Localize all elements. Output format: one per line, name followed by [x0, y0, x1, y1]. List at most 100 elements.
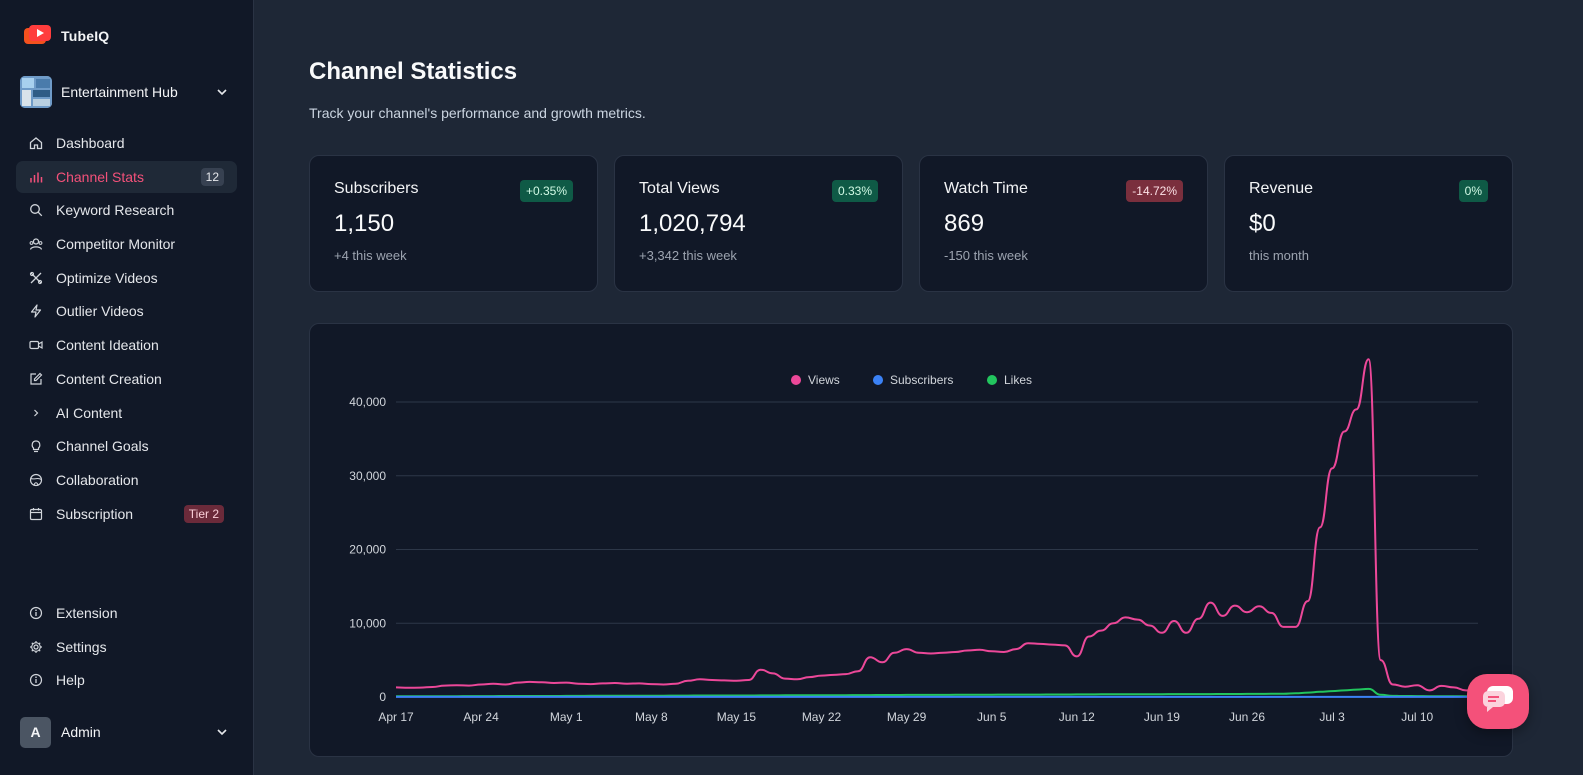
y-tick-label: 10,000: [349, 616, 386, 630]
x-tick-label: May 22: [802, 710, 842, 724]
stat-card-subscribers: Subscribers +0.35% 1,150 +4 this week: [309, 155, 598, 292]
zap-icon: [28, 303, 44, 319]
legend-marker-subscribers: [873, 375, 883, 385]
sidebar-item-extension[interactable]: Extension: [16, 597, 237, 629]
stat-delta: +3,342 this week: [639, 248, 737, 263]
sidebar-item-optimize-videos[interactable]: Optimize Videos: [16, 262, 237, 294]
sidebar-item-subscription[interactable]: Subscription Tier 2: [16, 498, 237, 530]
y-tick-label: 20,000: [349, 543, 386, 557]
sidebar-item-keyword-research[interactable]: Keyword Research: [16, 194, 237, 226]
sidebar-item-dashboard[interactable]: Dashboard: [16, 127, 237, 159]
series-line-likes: [396, 687, 1479, 698]
calendar-icon: [28, 506, 44, 522]
stat-label: Watch Time: [944, 180, 1028, 197]
sidebar-item-ai-content[interactable]: AI Content: [16, 397, 237, 429]
legend-label-likes: Likes: [1004, 373, 1032, 387]
stat-delta: -150 this week: [944, 248, 1028, 263]
chevron-down-icon: [214, 84, 230, 100]
sidebar-item-content-creation[interactable]: Content Creation: [16, 363, 237, 395]
tier-badge: Tier 2: [183, 504, 224, 523]
user-menu[interactable]: A Admin: [20, 716, 230, 748]
gear-icon: [28, 639, 44, 655]
sidebar-item-label: AI Content: [56, 404, 123, 421]
sidebar-item-channel-stats[interactable]: Channel Stats 12: [16, 160, 237, 193]
video-icon: [28, 337, 44, 353]
chevron-right-icon: [28, 405, 44, 421]
stat-value: $0: [1249, 210, 1276, 237]
change-badge: -14.72%: [1126, 180, 1183, 202]
avatar: A: [20, 716, 51, 748]
stat-card-watch-time: Watch Time -14.72% 869 -150 this week: [919, 155, 1208, 292]
home-icon: [28, 135, 44, 151]
sidebar-item-label: Optimize Videos: [56, 269, 158, 286]
page-title: Channel Statistics: [309, 58, 518, 85]
stat-label: Revenue: [1249, 180, 1314, 197]
bar-chart-icon: [28, 169, 44, 185]
stats-line-chart[interactable]: 0 10,000 20,000 30,000 40,000 Apr 17 Apr 24 May…: [310, 324, 1514, 758]
sidebar-item-label: Competitor Monitor: [56, 236, 176, 253]
stat-label: Total Views: [639, 180, 720, 197]
sidebar-item-channel-goals[interactable]: Channel Goals: [16, 430, 237, 462]
edit-icon: [28, 371, 44, 387]
change-badge: 0%: [1458, 180, 1488, 202]
stat-value: 1,020,794: [639, 210, 746, 237]
stat-label: Subscribers: [334, 180, 419, 197]
change-badge: +0.35%: [519, 180, 573, 202]
chat-icon: [1483, 686, 1513, 717]
legend-marker-likes: [987, 375, 997, 385]
channel-selector[interactable]: Entertainment Hub: [20, 75, 230, 108]
search-icon: [28, 202, 44, 218]
user-name: Admin: [61, 724, 101, 740]
stat-value: 1,150: [334, 210, 395, 237]
stat-card-total-views: Total Views 0.33% 1,020,794 +3,342 this …: [614, 155, 903, 292]
stat-value: 869: [944, 210, 985, 237]
sidebar-item-collaboration[interactable]: Collaboration: [16, 464, 237, 496]
sidebar-item-label: Keyword Research: [56, 202, 175, 219]
sidebar-item-content-ideation[interactable]: Content Ideation: [16, 329, 237, 361]
sidebar-item-help[interactable]: Help: [16, 664, 237, 696]
x-tick-label: Apr 24: [463, 710, 499, 724]
x-tick-label: Jun 5: [977, 710, 1007, 724]
main-content: Channel Statistics Track your channel's …: [254, 0, 1583, 775]
channel-avatar: [20, 75, 52, 108]
y-tick-label: 0: [379, 690, 386, 704]
info-icon: [28, 672, 44, 688]
legend-marker-views: [791, 375, 801, 385]
x-tick-label: May 29: [887, 710, 927, 724]
y-tick-label: 30,000: [349, 469, 386, 483]
sidebar-item-label: Settings: [56, 638, 107, 655]
brand[interactable]: TubeIQ: [24, 25, 109, 46]
users-icon: [28, 236, 44, 252]
sidebar-item-label: Dashboard: [56, 135, 125, 151]
sidebar-item-settings[interactable]: Settings: [16, 631, 237, 663]
sidebar-item-label: Content Ideation: [56, 337, 159, 354]
sidebar-item-label: Content Creation: [56, 370, 162, 387]
sidebar-item-label: Help: [56, 672, 85, 689]
channel-name: Entertainment Hub: [61, 83, 178, 100]
series-line-views: [395, 358, 1479, 693]
x-tick-label: Jun 26: [1229, 710, 1265, 724]
stat-delta: +4 this week: [334, 248, 407, 263]
sidebar-nav: Dashboard Channel Stats 12 Keyword Resea…: [16, 127, 237, 531]
chat-button[interactable]: [1467, 674, 1529, 729]
x-tick-label: Jun 12: [1059, 710, 1095, 724]
x-tick-label: Jul 3: [1319, 710, 1345, 724]
stats-chart-card: 0 10,000 20,000 30,000 40,000 Apr 17 Apr 24 May…: [309, 323, 1513, 757]
sidebar-item-outlier-videos[interactable]: Outlier Videos: [16, 295, 237, 327]
brand-name: TubeIQ: [61, 27, 110, 44]
sidebar-item-competitor-monitor[interactable]: Competitor Monitor: [16, 228, 237, 260]
legend-label-views: Views: [808, 373, 840, 387]
chevron-down-icon: [214, 724, 230, 740]
sidebar: TubeIQ Entertainment Hub Dashboard Chann…: [0, 0, 254, 775]
sidebar-item-label: Channel Stats: [56, 168, 144, 185]
y-tick-label: 40,000: [349, 395, 386, 409]
lightbulb-icon: [28, 438, 44, 454]
x-tick-label: May 1: [550, 710, 583, 724]
sidebar-item-label: Outlier Videos: [56, 303, 144, 320]
legend-label-subscribers: Subscribers: [890, 373, 953, 387]
x-tick-label: Apr 17: [378, 710, 414, 724]
stat-delta: this month: [1249, 248, 1309, 263]
x-tick-label: Jul 10: [1401, 710, 1433, 724]
info-icon: [28, 605, 44, 621]
count-badge: 12: [200, 167, 224, 186]
